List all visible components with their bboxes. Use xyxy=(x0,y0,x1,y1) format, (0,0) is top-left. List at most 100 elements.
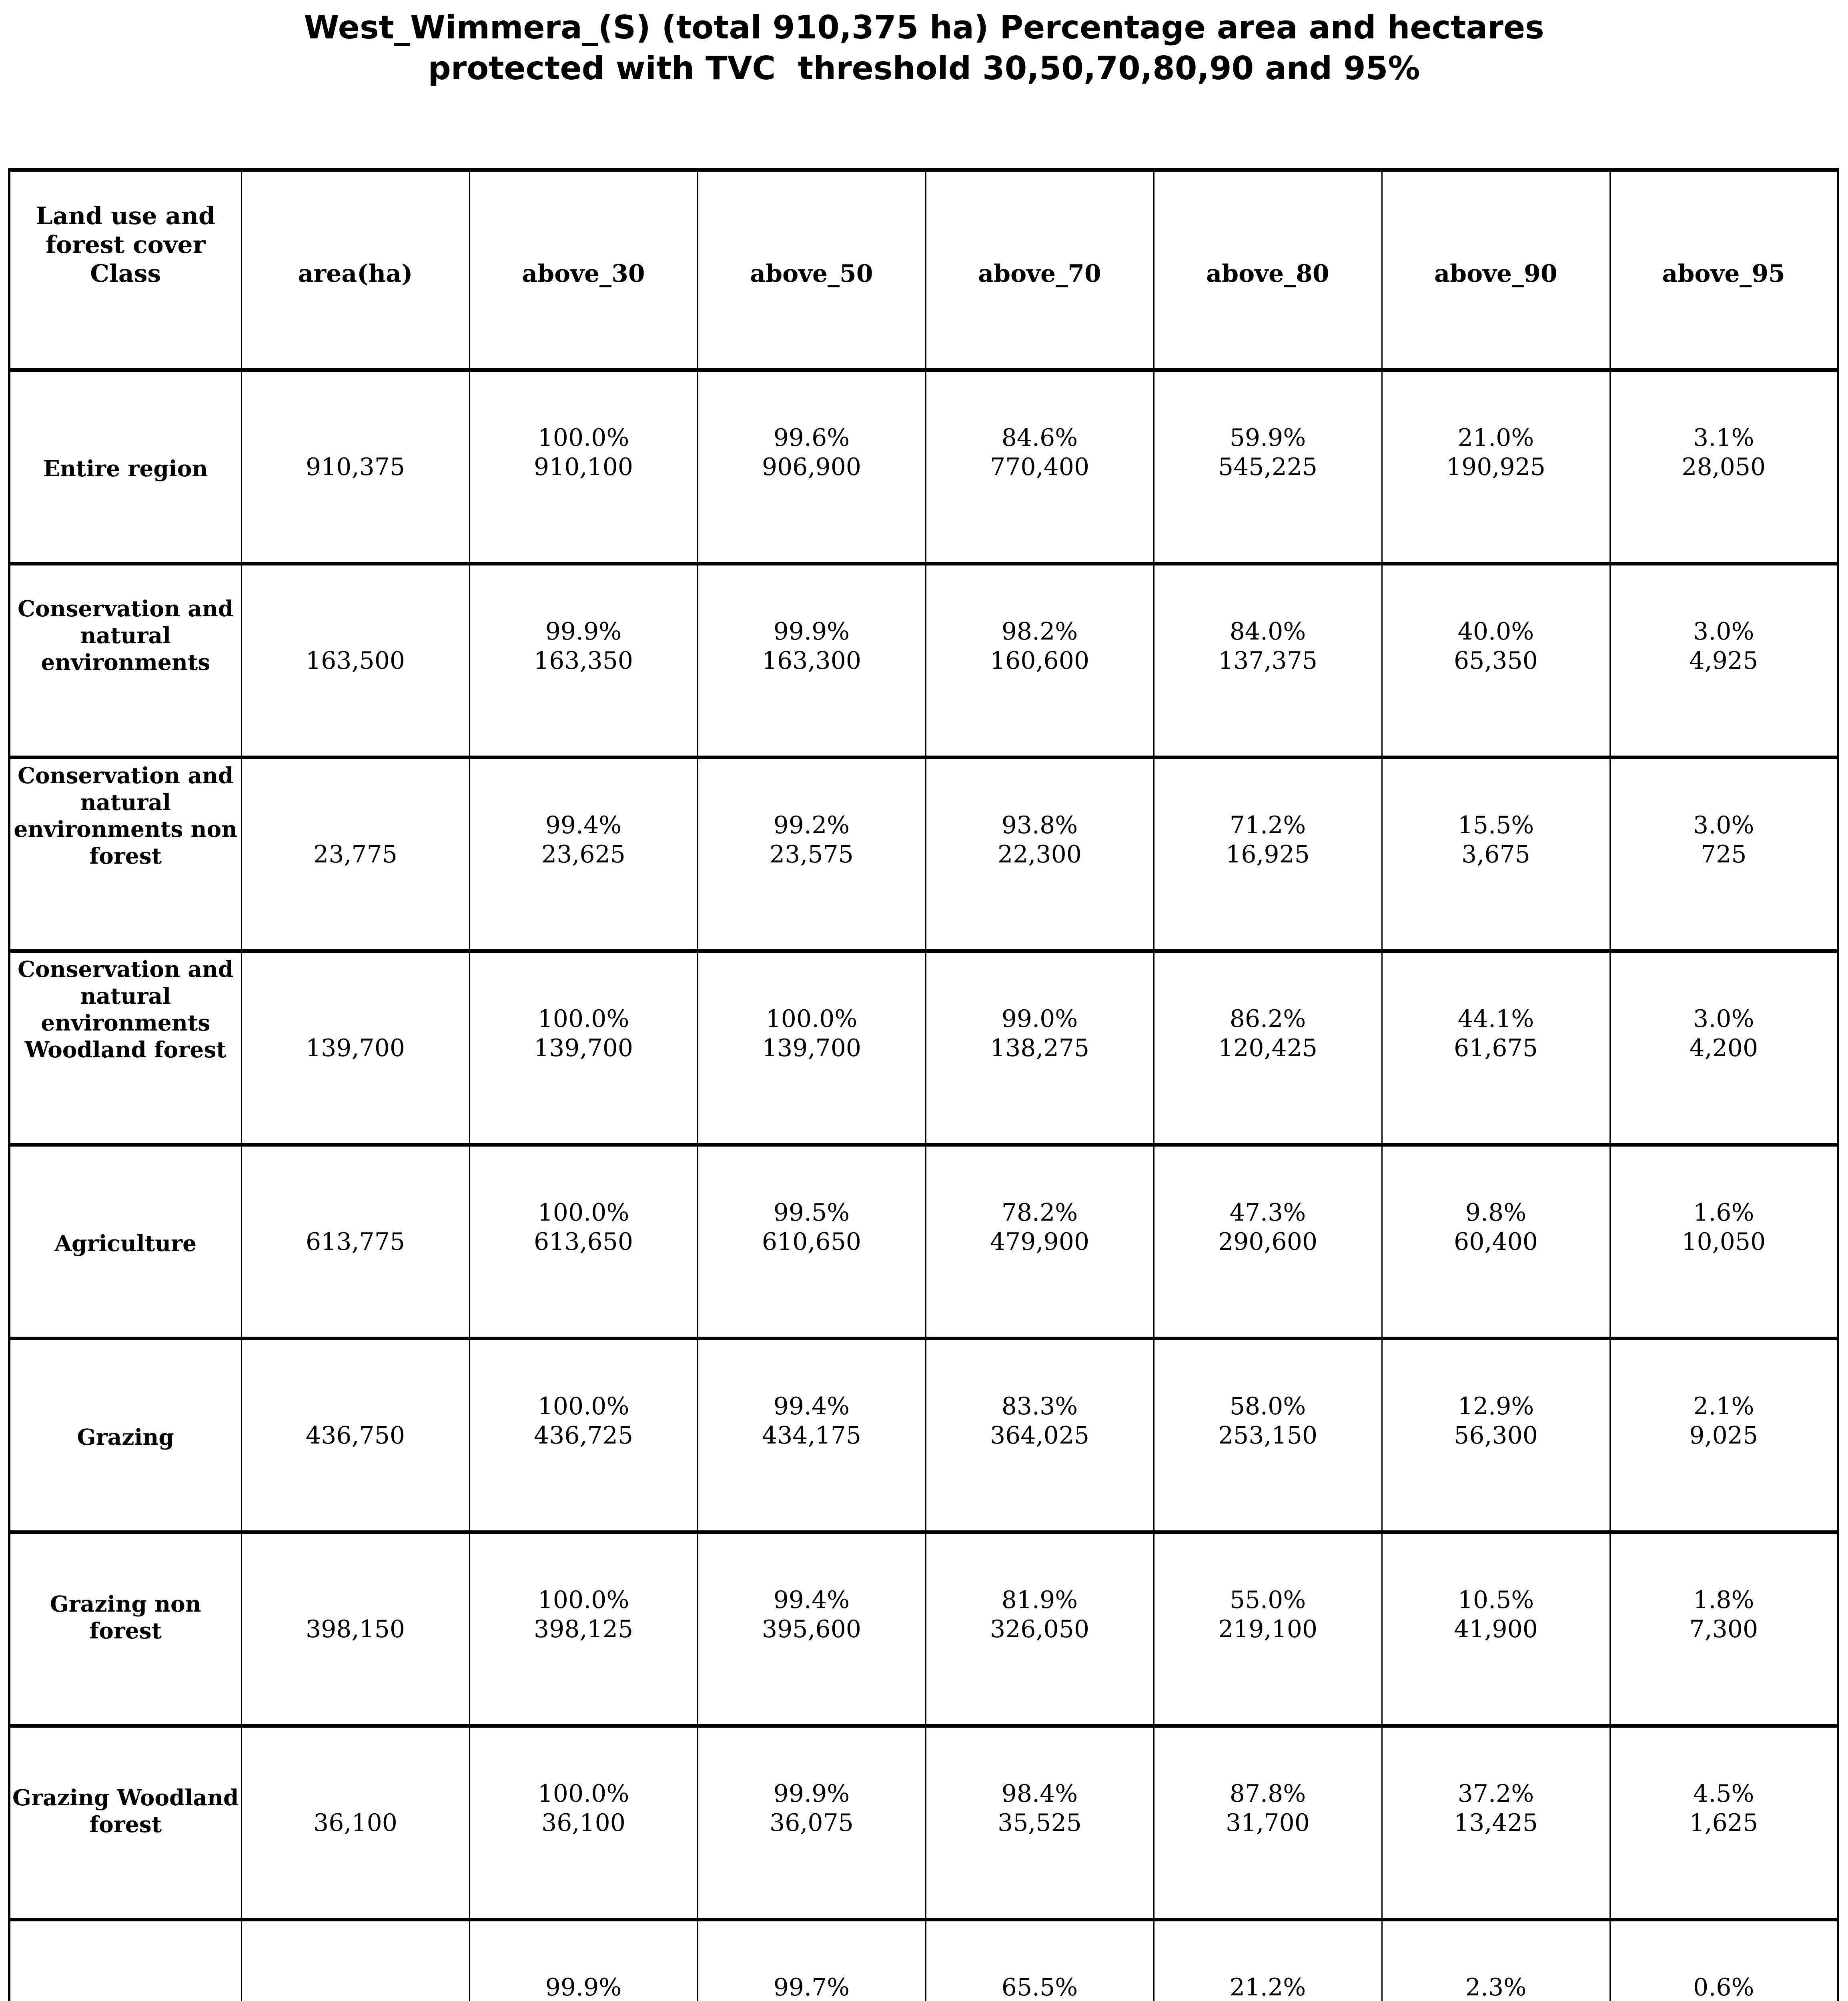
percent-value: 1.6% xyxy=(1693,1199,1754,1227)
hectares-value: 139,700 xyxy=(533,1034,633,1062)
percent-value: 99.2% xyxy=(773,811,850,839)
hectares-value: 36,075 xyxy=(770,1809,854,1837)
hectares-value: 16,925 xyxy=(1226,840,1310,868)
threshold-cell-above_70: 84.6% 770,400 xyxy=(925,368,1154,565)
threshold-cell-above_50: 99.2% 23,575 xyxy=(697,756,926,953)
percent-value: 21.0% xyxy=(1457,424,1534,452)
hectares-value: 41,900 xyxy=(1454,1615,1538,1643)
percent-value: 86.2% xyxy=(1229,1005,1306,1033)
threshold-cell-above_70: 99.0% 138,275 xyxy=(925,949,1154,1147)
threshold-cell-above_95: 0.6%1,025 xyxy=(1609,1918,1839,2001)
hectares-value: 13,425 xyxy=(1454,1809,1538,1837)
hectares-value: 28,050 xyxy=(1682,453,1766,481)
threshold-cell-above_95: 1.8% 7,300 xyxy=(1609,1530,1839,1728)
hectares-value: 120,425 xyxy=(1218,1034,1318,1062)
threshold-cell-above_80: 59.9% 545,225 xyxy=(1153,368,1383,565)
hectares-value: 31,700 xyxy=(1226,1809,1310,1837)
percent-value: 3.0% xyxy=(1693,1005,1754,1033)
table-row-2: Conservation and natural environments no… xyxy=(8,756,1839,953)
threshold-cell-above_80: 71.2% 16,925 xyxy=(1153,756,1383,953)
percent-value: 10.5% xyxy=(1457,1586,1534,1614)
threshold-cell-above_30: 99.4% 23,625 xyxy=(469,756,698,953)
table-row-7: Grazing Woodland forest 36,100 100.0% 36,10… xyxy=(8,1724,1839,1921)
percent-value: 65.5% xyxy=(1001,1973,1078,2001)
row-label: Agriculture xyxy=(8,1143,242,1340)
percent-value: 2.1% xyxy=(1693,1392,1754,1420)
percent-value: 9.8% xyxy=(1465,1199,1527,1227)
area-ha-cell: 436,750 xyxy=(241,1337,470,1534)
land-use-table: Land use and forest cover Class area(ha) a… xyxy=(8,168,1839,2001)
percent-value: 71.2% xyxy=(1229,811,1306,839)
hectares-value: 9,025 xyxy=(1689,1422,1758,1450)
area-ha-cell: 176,125 xyxy=(241,1918,470,2001)
page-title: West_Wimmera_(S) (total 910,375 ha) Perc… xyxy=(304,9,1544,87)
threshold-cell-above_90: 44.1% 61,675 xyxy=(1381,949,1611,1147)
percent-value: 99.9% xyxy=(545,618,622,646)
hectares-value: 23,625 xyxy=(541,840,625,868)
threshold-cell-above_90: 21.0% 190,925 xyxy=(1381,368,1611,565)
hectares-value: 163,350 xyxy=(533,647,633,675)
hectares-value: 1,625 xyxy=(1689,1809,1758,1837)
hectares-value: 7,300 xyxy=(1689,1615,1758,1643)
area-ha-cell: 613,775 xyxy=(241,1143,470,1340)
row-label: Conservation and natural environments xyxy=(8,562,242,759)
percent-value: 3.0% xyxy=(1693,811,1754,839)
column-header-3: above_50 xyxy=(697,168,926,372)
threshold-cell-above_30: 100.0% 139,700 xyxy=(469,949,698,1147)
row-label: Conservation and natural environments no… xyxy=(8,756,242,953)
hectares-value: 10,050 xyxy=(1682,1228,1766,1256)
percent-value: 83.3% xyxy=(1001,1392,1078,1420)
hectares-value: 545,225 xyxy=(1218,453,1318,481)
threshold-cell-above_80: 58.0% 253,150 xyxy=(1153,1337,1383,1534)
threshold-cell-above_70: 98.4% 35,525 xyxy=(925,1724,1154,1921)
threshold-cell-above_95: 4.5% 1,625 xyxy=(1609,1724,1839,1921)
percent-value: 100.0% xyxy=(537,424,629,452)
hectares-value: 137,375 xyxy=(1218,647,1318,675)
threshold-cell-above_50: 99.7%175,575 xyxy=(697,1918,926,2001)
hectares-value: 906,900 xyxy=(762,453,862,481)
hectares-value: 4,200 xyxy=(1689,1034,1758,1062)
percent-value: 58.0% xyxy=(1229,1392,1306,1420)
threshold-cell-above_95: 3.0% 725 xyxy=(1609,756,1839,953)
percent-value: 40.0% xyxy=(1457,618,1534,646)
percent-value: 1.8% xyxy=(1693,1586,1754,1614)
threshold-cell-above_95: 3.1% 28,050 xyxy=(1609,368,1839,565)
threshold-cell-above_90: 15.5% 3,675 xyxy=(1381,756,1611,953)
percent-value: 81.9% xyxy=(1001,1586,1078,1614)
threshold-cell-above_80: 55.0% 219,100 xyxy=(1153,1530,1383,1728)
threshold-cell-above_90: 9.8% 60,400 xyxy=(1381,1143,1611,1340)
percent-value: 100.0% xyxy=(537,1392,629,1420)
percent-value: 99.0% xyxy=(1001,1005,1078,1033)
hectares-value: 770,400 xyxy=(990,453,1090,481)
hectares-value: 65,350 xyxy=(1454,647,1538,675)
threshold-cell-above_70: 81.9% 326,050 xyxy=(925,1530,1154,1728)
percent-value: 100.0% xyxy=(766,1005,858,1033)
percent-value: 93.8% xyxy=(1001,811,1078,839)
hectares-value: 138,275 xyxy=(990,1034,1090,1062)
row-label: Cropping xyxy=(8,1918,242,2001)
percent-value: 3.1% xyxy=(1693,424,1754,452)
percent-value: 47.3% xyxy=(1229,1199,1306,1227)
hectares-value: 160,600 xyxy=(990,647,1090,675)
hectares-value: 22,300 xyxy=(998,840,1082,868)
threshold-cell-above_80: 86.2% 120,425 xyxy=(1153,949,1383,1147)
threshold-cell-above_30: 100.0% 36,100 xyxy=(469,1724,698,1921)
percent-value: 100.0% xyxy=(537,1199,629,1227)
area-ha-cell: 910,375 xyxy=(241,368,470,565)
threshold-cell-above_50: 99.4% 434,175 xyxy=(697,1337,926,1534)
threshold-cell-above_50: 100.0% 139,700 xyxy=(697,949,926,1147)
row-label: Grazing non forest xyxy=(8,1530,242,1728)
threshold-cell-above_30: 100.0% 910,100 xyxy=(469,368,698,565)
percent-value: 99.9% xyxy=(773,1780,850,1808)
threshold-cell-above_50: 99.9% 36,075 xyxy=(697,1724,926,1921)
percent-value: 99.9% xyxy=(545,1973,622,2001)
hectares-value: 3,675 xyxy=(1461,840,1530,868)
percent-value: 98.2% xyxy=(1001,618,1078,646)
hectares-value: 613,650 xyxy=(533,1228,633,1256)
threshold-cell-above_30: 100.0% 613,650 xyxy=(469,1143,698,1340)
threshold-cell-above_30: 100.0% 398,125 xyxy=(469,1530,698,1728)
threshold-cell-above_90: 10.5% 41,900 xyxy=(1381,1530,1611,1728)
row-label: Grazing Woodland forest xyxy=(8,1724,242,1921)
hectares-value: 36,100 xyxy=(541,1809,625,1837)
percent-value: 99.7% xyxy=(773,1973,850,2001)
